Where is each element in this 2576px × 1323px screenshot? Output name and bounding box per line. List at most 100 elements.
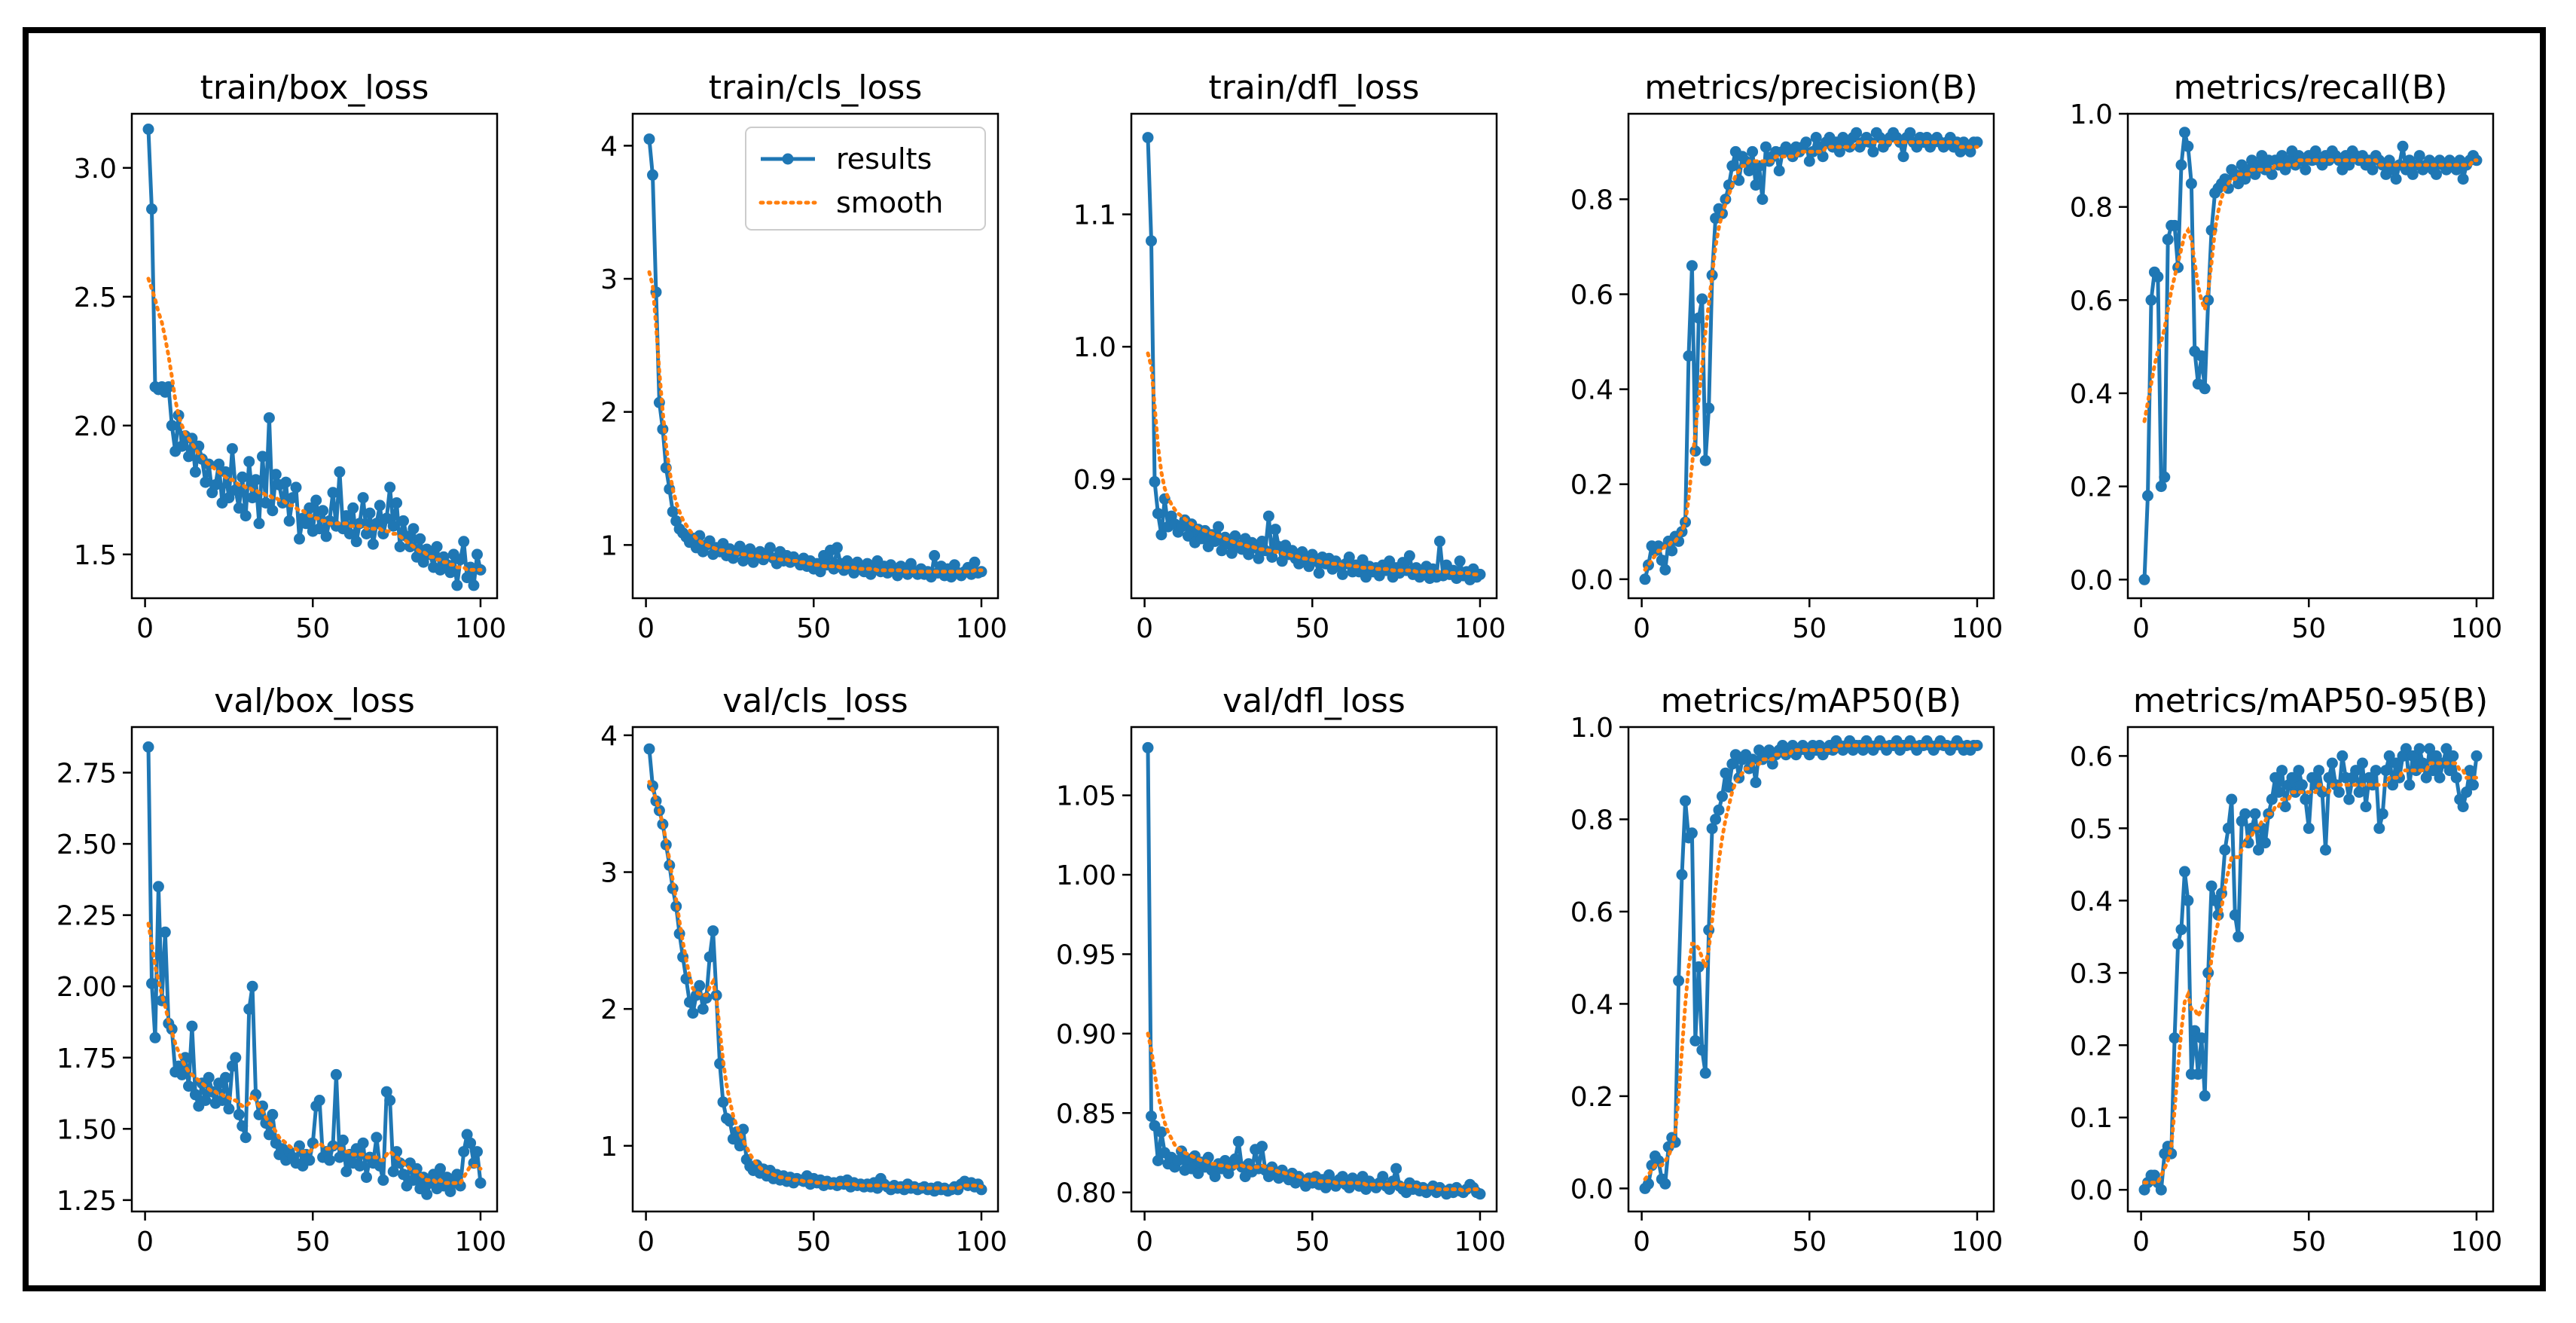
y-tick-label: 1 bbox=[600, 1132, 618, 1163]
results-point bbox=[2145, 294, 2157, 306]
results-point bbox=[209, 479, 221, 490]
results-point bbox=[233, 502, 245, 514]
results-point bbox=[1904, 127, 1916, 139]
results-point bbox=[257, 451, 268, 463]
results-point bbox=[2155, 1184, 2167, 1196]
results-point bbox=[343, 528, 356, 539]
results-point bbox=[310, 494, 322, 506]
axes-frame bbox=[631, 726, 1000, 1213]
x-tick-label: 0 bbox=[1136, 1227, 1153, 1257]
results-point bbox=[1676, 869, 1688, 881]
y-tick-label: 2.00 bbox=[56, 972, 117, 1003]
results-point bbox=[142, 124, 154, 135]
results-point bbox=[2373, 822, 2385, 834]
results-point bbox=[313, 1095, 325, 1106]
x-tick-label: 100 bbox=[1952, 1227, 2004, 1257]
results-point bbox=[2427, 765, 2439, 777]
results-point bbox=[146, 203, 157, 215]
results-point bbox=[1256, 536, 1268, 547]
smooth-line bbox=[2142, 158, 2479, 423]
results-point bbox=[380, 1086, 392, 1098]
legend-smooth-label: smooth bbox=[836, 186, 943, 219]
results-point bbox=[1773, 165, 1785, 177]
results-point bbox=[468, 579, 480, 591]
y-tick-label: 0.4 bbox=[1570, 989, 1613, 1020]
results-point bbox=[417, 556, 429, 568]
results-point bbox=[475, 1177, 487, 1189]
results-point bbox=[200, 476, 212, 488]
results-point bbox=[2246, 822, 2258, 834]
results-point bbox=[1659, 1178, 1671, 1190]
results-line bbox=[647, 748, 984, 1193]
results-point bbox=[2367, 163, 2379, 176]
y-tick-label: 0.9 bbox=[1073, 465, 1116, 496]
results-line bbox=[1146, 747, 1482, 1196]
results-point bbox=[1336, 568, 1348, 580]
results-point bbox=[764, 542, 776, 554]
axes-frame bbox=[1130, 112, 1498, 600]
results-point bbox=[2471, 750, 2483, 762]
results-markers bbox=[142, 124, 487, 591]
x-tick-label: 50 bbox=[1792, 613, 1827, 644]
y-tick-label: 0.0 bbox=[1570, 1174, 1613, 1205]
results-point bbox=[2222, 822, 2234, 834]
results-point bbox=[257, 1100, 268, 1112]
x-tick-label: 0 bbox=[1136, 613, 1153, 644]
results-point bbox=[1152, 508, 1164, 520]
results-point bbox=[2457, 801, 2469, 813]
y-tick-label: 1.50 bbox=[56, 1114, 117, 1145]
smooth-line bbox=[1643, 140, 1979, 572]
x-tick-label: 100 bbox=[956, 613, 1008, 644]
results-point bbox=[380, 512, 392, 524]
y-tick-label: 0.80 bbox=[1056, 1178, 1116, 1209]
results-point bbox=[1266, 552, 1278, 563]
results-point bbox=[313, 523, 325, 535]
results-point bbox=[176, 440, 188, 452]
results-point bbox=[2417, 757, 2429, 769]
results-point bbox=[330, 1068, 342, 1080]
results-point bbox=[2259, 837, 2271, 849]
results-point bbox=[643, 133, 655, 145]
x-tick-label: 100 bbox=[2451, 613, 2503, 644]
y-tick-label: 1.00 bbox=[1056, 860, 1116, 891]
results-point bbox=[243, 456, 255, 468]
results-point bbox=[1229, 530, 1241, 542]
axes-frame bbox=[631, 112, 1000, 600]
axes-frame bbox=[1627, 112, 1995, 600]
results-point bbox=[2450, 163, 2462, 176]
results-point bbox=[2286, 771, 2298, 784]
results-point bbox=[643, 743, 655, 755]
results-point bbox=[1454, 555, 1466, 567]
results-point bbox=[223, 1103, 235, 1115]
results-point bbox=[1225, 547, 1238, 559]
smooth-line bbox=[146, 277, 483, 572]
results-point bbox=[2309, 779, 2321, 791]
results-point bbox=[1659, 564, 1671, 576]
results-point bbox=[1390, 1163, 1402, 1175]
results-point bbox=[1699, 454, 1711, 466]
results-point bbox=[2239, 808, 2251, 820]
y-tick-label: 0.2 bbox=[2070, 472, 2113, 503]
x-tick-label: 100 bbox=[1454, 1227, 1506, 1257]
results-point bbox=[237, 1120, 249, 1132]
results-point bbox=[166, 420, 178, 432]
results-markers bbox=[142, 741, 487, 1200]
results-point bbox=[465, 1137, 477, 1149]
results-point bbox=[2196, 1032, 2208, 1044]
results-point bbox=[183, 451, 194, 463]
results-point bbox=[2353, 786, 2365, 798]
results-point bbox=[461, 572, 473, 584]
results-point bbox=[193, 440, 205, 452]
y-tick-label: 1.75 bbox=[56, 1043, 117, 1074]
results-point bbox=[1152, 1155, 1164, 1166]
results-point bbox=[2189, 1025, 2201, 1037]
results-point bbox=[1844, 141, 1856, 153]
results-point bbox=[717, 1096, 729, 1108]
results-point bbox=[317, 505, 329, 517]
results-point bbox=[1229, 1153, 1241, 1165]
y-tick-label: 0.4 bbox=[1570, 375, 1613, 406]
results-point bbox=[398, 1169, 409, 1181]
results-point bbox=[1747, 145, 1759, 157]
results-point bbox=[2380, 765, 2392, 777]
results-point bbox=[152, 881, 164, 893]
